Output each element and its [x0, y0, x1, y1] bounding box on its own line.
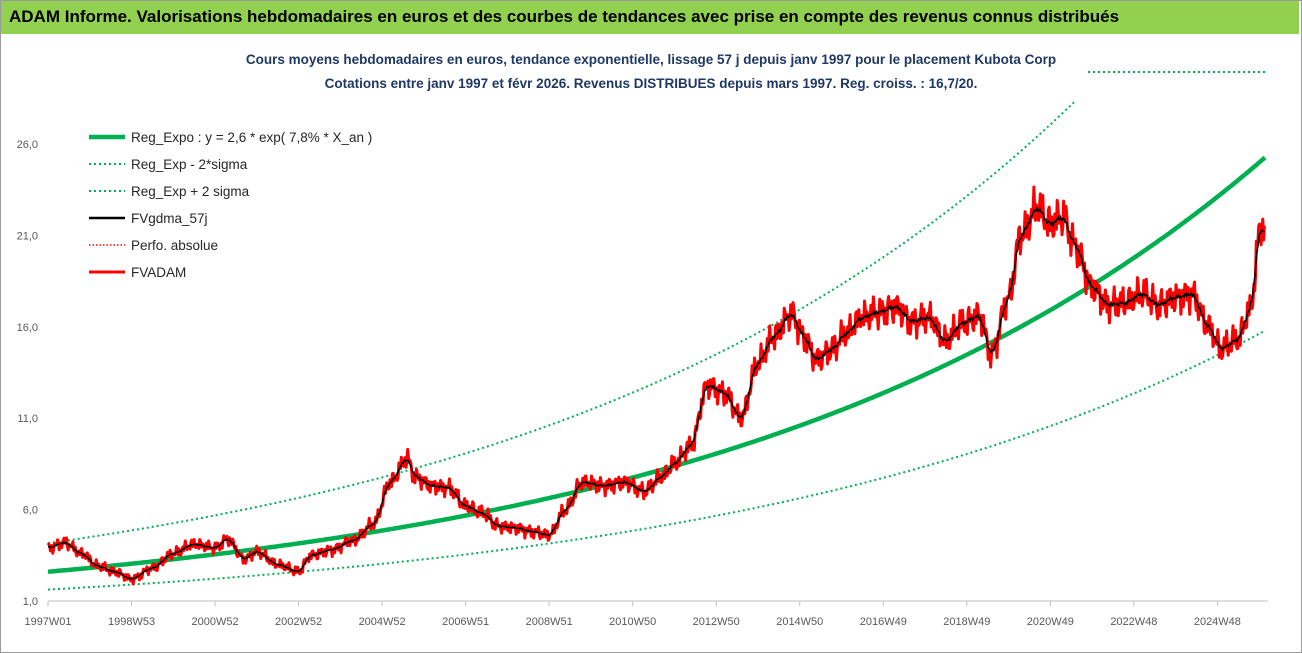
legend-label: Perfo. absolue [131, 238, 218, 253]
x-tick-label: 2000W52 [192, 616, 239, 628]
x-tick-label: 1997W01 [24, 616, 71, 628]
y-tick-label: 26,0 [17, 139, 38, 151]
legend-label: FVgdma_57j [131, 211, 208, 226]
reg-exp-plus-2sigma-line [47, 100, 1076, 545]
x-tick-label: 2020W49 [1027, 616, 1074, 628]
report-banner: ADAM Informe. Valorisations hebdomadaire… [1, 1, 1299, 34]
fvgdma-57j-line [47, 205, 1265, 580]
legend-label: Reg_Expo : y = 2,6 * exp( 7,8% * X_an ) [131, 130, 372, 145]
x-tick-label: 2024W48 [1194, 616, 1241, 628]
x-tick-label: 2016W49 [860, 616, 907, 628]
x-tick-label: 2022W48 [1110, 616, 1157, 628]
x-tick-label: 2012W50 [693, 616, 740, 628]
x-tick-label: 2014W50 [776, 616, 823, 628]
y-tick-label: 11,0 [17, 413, 38, 425]
legend-label: Reg_Exp + 2 sigma [131, 184, 250, 199]
x-tick-label: 2002W52 [275, 616, 322, 628]
banner-title: ADAM Informe. Valorisations hebdomadaire… [9, 7, 1120, 26]
reg-exp-minus-2sigma-line [47, 329, 1266, 591]
chart-title: Cours moyens hebdomadaires en euros, ten… [245, 52, 1057, 67]
x-tick-label: 2004W52 [359, 616, 406, 628]
chart-subtitle: Cotations entre janv 1997 et févr 2026. … [324, 76, 978, 91]
y-tick-label: 6,0 [23, 505, 38, 517]
x-tick-label: 2018W49 [943, 616, 990, 628]
x-tick-label: 1998W53 [108, 616, 155, 628]
y-tick-label: 1,0 [23, 596, 38, 608]
reg-expo-line [47, 155, 1267, 575]
x-tick-label: 2008W51 [526, 616, 573, 628]
legend-label: Reg_Exp - 2*sigma [131, 157, 248, 172]
fvadam-line [46, 185, 1266, 586]
legend-label: FVADAM [131, 265, 186, 280]
y-tick-label: 16,0 [17, 322, 38, 334]
x-tick-label: 2006W51 [442, 616, 489, 628]
x-tick-label: 2010W50 [609, 616, 656, 628]
y-tick-label: 21,0 [17, 230, 38, 242]
